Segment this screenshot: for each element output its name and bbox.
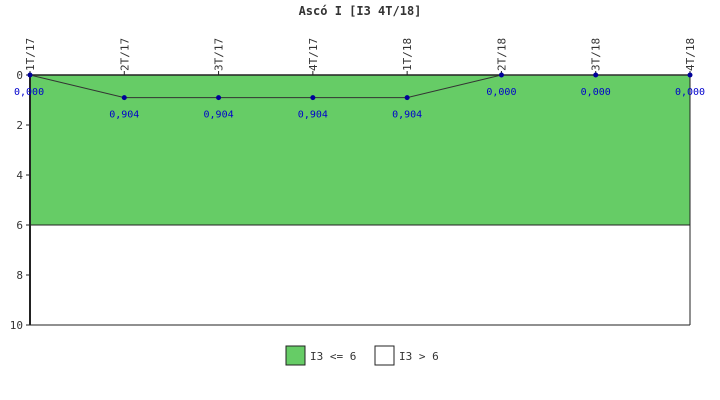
data-label: 0,000	[14, 87, 44, 98]
data-label: 0,904	[204, 110, 234, 121]
x-tick-label: 1T/17	[24, 38, 37, 71]
chart-title: Ascó I [I3 4T/18]	[299, 4, 422, 18]
data-label: 0,904	[392, 110, 422, 121]
data-point	[498, 72, 504, 78]
x-tick-label: 2T/17	[118, 38, 131, 71]
legend-label-1: I3 > 6	[399, 350, 439, 363]
data-point	[27, 72, 33, 78]
legend-label-0: I3 <= 6	[310, 350, 356, 363]
y-tick-label: 0	[16, 69, 23, 82]
x-tick-label: 3T/18	[590, 38, 603, 71]
band-0	[30, 75, 690, 225]
x-axis: 1T/17 2T/17 3T/17 4T/17 1T/18 2T/18 3T/18 4T/18	[24, 38, 697, 75]
y-axis: 0 2 4 6 8 10	[10, 69, 30, 332]
y-tick-label: 10	[10, 319, 23, 332]
data-point	[121, 95, 127, 101]
data-point	[687, 72, 693, 78]
data-series	[27, 72, 693, 101]
y-tick-label: 8	[16, 269, 23, 282]
legend-swatch-0	[285, 345, 306, 366]
data-label: 0,000	[675, 87, 705, 98]
series-line	[29, 74, 690, 99]
data-label: 0,904	[298, 110, 328, 121]
y-tick-label: 6	[16, 219, 23, 232]
threshold-bands	[30, 75, 690, 325]
data-point	[593, 72, 599, 78]
data-labels: 0,000 0,904 0,904 0,904 0,904 0,000 0,000 0,000	[14, 87, 705, 121]
y-tick-label: 2	[16, 119, 23, 132]
x-tick-label: 4T/18	[684, 38, 697, 71]
legend-swatch-1	[374, 345, 395, 366]
data-point	[216, 95, 222, 101]
data-label: 0,000	[581, 87, 611, 98]
data-point	[404, 95, 410, 101]
x-tick-label: 2T/18	[495, 38, 508, 71]
x-tick-label: 1T/18	[401, 38, 414, 71]
data-point	[310, 95, 316, 101]
band-1	[30, 225, 690, 325]
y-tick-label: 4	[16, 169, 23, 182]
x-tick-label: 3T/17	[213, 38, 226, 71]
data-label: 0,000	[486, 87, 516, 98]
x-tick-label: 4T/17	[307, 38, 320, 71]
legend: I3 <= 6 I3 > 6	[285, 345, 439, 366]
data-label: 0,904	[109, 110, 139, 121]
